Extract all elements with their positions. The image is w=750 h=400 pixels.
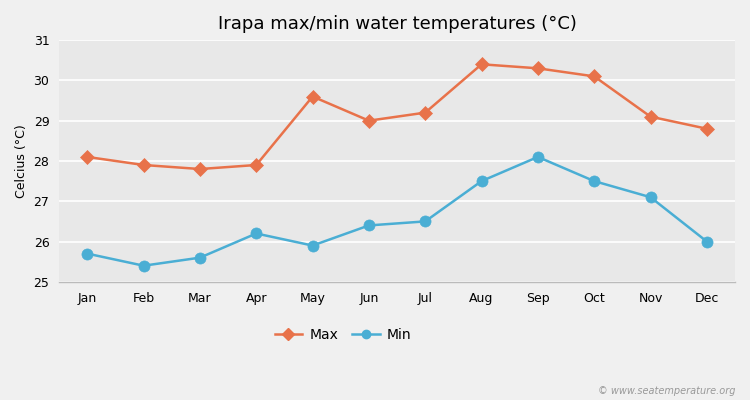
Max [590, 74, 598, 79]
Max [308, 94, 317, 99]
Min [590, 179, 598, 184]
Max [477, 62, 486, 67]
Line: Min: Min [82, 151, 712, 271]
Min [196, 255, 205, 260]
Min [646, 195, 655, 200]
Max [140, 162, 148, 167]
Min [308, 243, 317, 248]
Max [421, 110, 430, 115]
Y-axis label: Celcius (°C): Celcius (°C) [15, 124, 28, 198]
Min [364, 223, 374, 228]
Max [252, 162, 261, 167]
Max [364, 118, 374, 123]
Min [702, 239, 711, 244]
Min [252, 231, 261, 236]
Max [702, 126, 711, 131]
Max [82, 154, 92, 159]
Max [533, 66, 542, 71]
Min [421, 219, 430, 224]
Legend: Max, Min: Max, Min [269, 323, 417, 348]
Min [82, 251, 92, 256]
Max [646, 114, 655, 119]
Min [477, 179, 486, 184]
Max [196, 167, 205, 172]
Min [140, 263, 148, 268]
Title: Irapa max/min water temperatures (°C): Irapa max/min water temperatures (°C) [217, 15, 577, 33]
Min [533, 154, 542, 159]
Line: Max: Max [82, 60, 712, 174]
Text: © www.seatemperature.org: © www.seatemperature.org [598, 386, 735, 396]
